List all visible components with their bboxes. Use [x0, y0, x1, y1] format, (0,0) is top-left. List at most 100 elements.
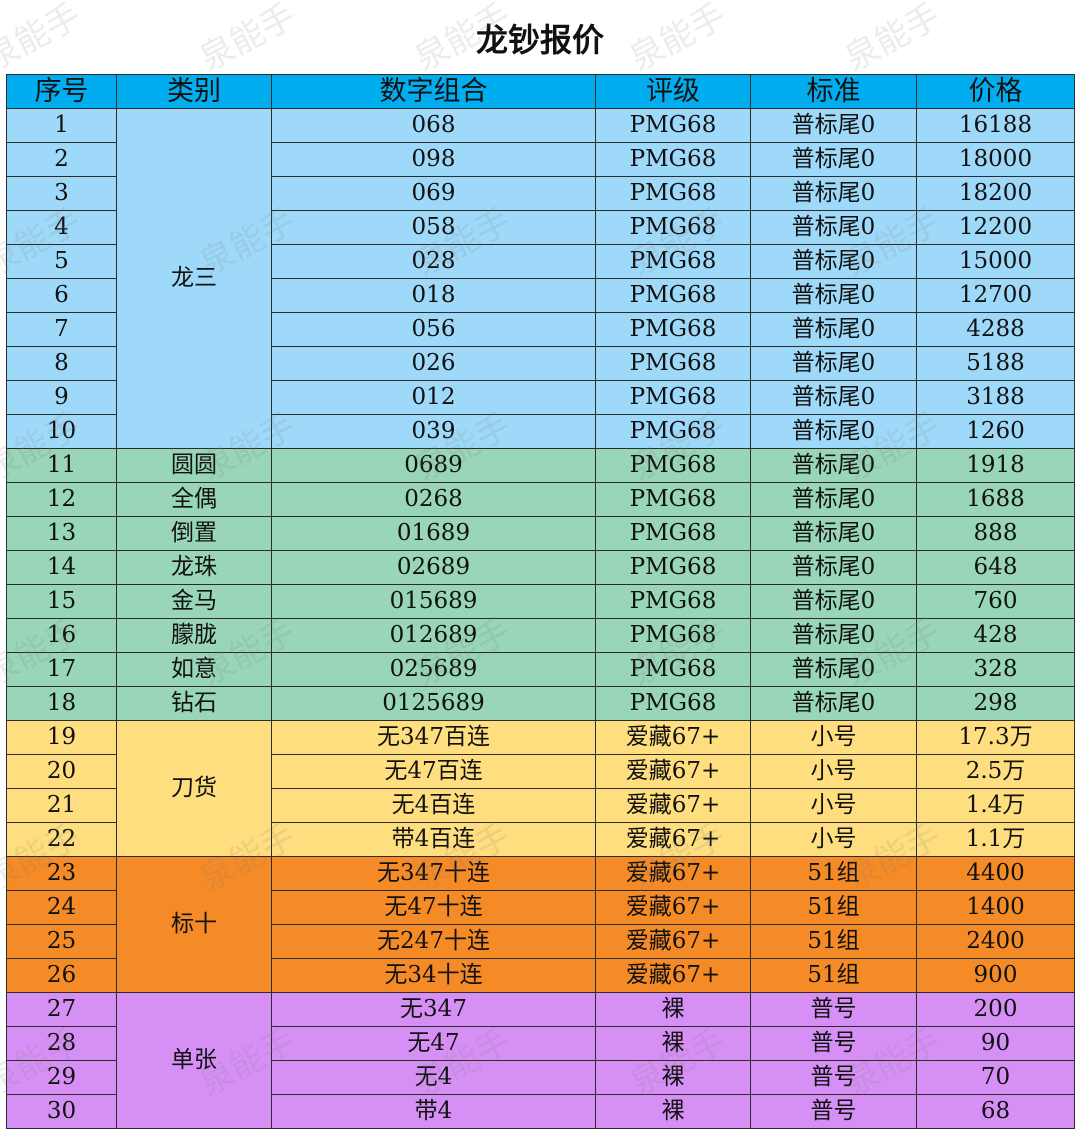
cell-no: 4: [6, 210, 117, 245]
cell-combo: 无47: [271, 1026, 596, 1061]
cell-standard: 普标尾0: [750, 516, 917, 551]
cell-combo: 012689: [271, 618, 596, 653]
header-price: 价格: [916, 74, 1075, 109]
cell-grade: 爱藏67+: [595, 822, 751, 857]
cell-grade: PMG68: [595, 652, 751, 687]
cell-combo: 无347十连: [271, 856, 596, 891]
cell-category: 刀货: [116, 720, 272, 857]
cell-combo: 026: [271, 346, 596, 381]
cell-grade: 爱藏67+: [595, 890, 751, 925]
cell-no: 10: [6, 414, 117, 449]
cell-grade: 爱藏67+: [595, 788, 751, 823]
cell-category: 全偶: [116, 482, 272, 517]
table-row: 19 刀货 无347百连 爱藏67+ 小号 17.3万: [6, 720, 1075, 857]
cell-category: 如意: [116, 652, 272, 687]
cell-combo: 018: [271, 278, 596, 313]
cell-grade: 裸: [595, 1094, 751, 1129]
table-row: 25 无247十连 爱藏67+ 51组 2400: [6, 924, 1075, 959]
cell-combo: 无47百连: [271, 754, 596, 789]
cell-standard: 普标尾0: [750, 108, 917, 143]
cell-combo: 带4: [271, 1094, 596, 1129]
cell-no: 28: [6, 1026, 117, 1061]
cell-price: 12700: [916, 278, 1075, 313]
table-row: 30 带4 裸普号 68: [6, 1094, 1075, 1129]
cell-no: 6: [6, 278, 117, 313]
table-row: 15 金马 015689 PMG68 普标尾0 760: [6, 584, 1075, 619]
cell-price: 4288: [916, 312, 1075, 347]
cell-no: 22: [6, 822, 117, 857]
table-row: 24 无47十连 爱藏67+ 51组 1400: [6, 890, 1075, 925]
cell-no: 19: [6, 720, 117, 755]
cell-no: 14: [6, 550, 117, 585]
cell-combo: 0689: [271, 448, 596, 483]
cell-price: 428: [916, 618, 1075, 653]
cell-standard: 普标尾0: [750, 550, 917, 585]
cell-combo: 012: [271, 380, 596, 415]
table-row: 5 028 PMG68 普标尾0 15000: [6, 244, 1075, 279]
table-row: 1 龙三 068 PMG68 普标尾0 16188: [6, 108, 1075, 449]
cell-grade: PMG68: [595, 516, 751, 551]
cell-category: 标十: [116, 856, 272, 993]
cell-no: 1: [6, 108, 117, 143]
cell-combo: 056: [271, 312, 596, 347]
cell-price: 1918: [916, 448, 1075, 483]
cell-price: 3188: [916, 380, 1075, 415]
cell-grade: PMG68: [595, 584, 751, 619]
cell-price: 5188: [916, 346, 1075, 381]
cell-standard: 小号: [750, 788, 917, 823]
cell-category: 单张: [116, 992, 272, 1129]
cell-standard: 小号: [750, 822, 917, 857]
cell-price: 12200: [916, 210, 1075, 245]
table-row: 12 全偶 0268 PMG68 普标尾0 1688: [6, 482, 1075, 517]
cell-no: 30: [6, 1094, 117, 1129]
cell-price: 1260: [916, 414, 1075, 449]
cell-combo: 028: [271, 244, 596, 279]
cell-price: 760: [916, 584, 1075, 619]
cell-category: 龙珠: [116, 550, 272, 585]
cell-no: 5: [6, 244, 117, 279]
cell-no: 23: [6, 856, 117, 891]
cell-no: 3: [6, 176, 117, 211]
cell-price: 70: [916, 1060, 1075, 1095]
cell-grade: PMG68: [595, 108, 751, 143]
table-row: 8 026 PMG68 普标尾0 5188: [6, 346, 1075, 381]
cell-grade: PMG68: [595, 686, 751, 721]
cell-combo: 0125689: [271, 686, 596, 721]
cell-combo: 068: [271, 108, 596, 143]
cell-no: 20: [6, 754, 117, 789]
cell-no: 12: [6, 482, 117, 517]
cell-grade: PMG68: [595, 278, 751, 313]
cell-no: 24: [6, 890, 117, 925]
cell-price: 90: [916, 1026, 1075, 1061]
cell-grade: 裸: [595, 1026, 751, 1061]
cell-grade: PMG68: [595, 176, 751, 211]
header-grade: 评级: [595, 74, 751, 109]
cell-price: 900: [916, 958, 1075, 993]
cell-category: 朦胧: [116, 618, 272, 653]
cell-no: 18: [6, 686, 117, 721]
cell-category: 钻石: [116, 686, 272, 721]
cell-no: 16: [6, 618, 117, 653]
cell-standard: 普标尾0: [750, 244, 917, 279]
cell-no: 8: [6, 346, 117, 381]
cell-standard: 普标尾0: [750, 448, 917, 483]
table-row: 27 单张 无347 裸普号 200: [6, 992, 1075, 1129]
cell-no: 2: [6, 142, 117, 177]
cell-grade: 爱藏67+: [595, 754, 751, 789]
cell-price: 2.5万: [916, 754, 1075, 789]
cell-standard: 普标尾0: [750, 584, 917, 619]
cell-no: 26: [6, 958, 117, 993]
cell-price: 18200: [916, 176, 1075, 211]
table-row: 11 圆圆 0689 PMG68 普标尾0 1918: [6, 448, 1075, 483]
header-combo: 数字组合: [271, 74, 596, 109]
table-row: 9 012 PMG68 普标尾0 3188: [6, 380, 1075, 415]
table-row: 4 058 PMG68 普标尾0 12200: [6, 210, 1075, 245]
cell-standard: 小号: [750, 720, 917, 755]
cell-standard: 普标尾0: [750, 142, 917, 177]
cell-combo: 025689: [271, 652, 596, 687]
cell-combo: 0268: [271, 482, 596, 517]
cell-no: 27: [6, 992, 117, 1027]
cell-combo: 058: [271, 210, 596, 245]
cell-grade: PMG68: [595, 482, 751, 517]
cell-combo: 带4百连: [271, 822, 596, 857]
